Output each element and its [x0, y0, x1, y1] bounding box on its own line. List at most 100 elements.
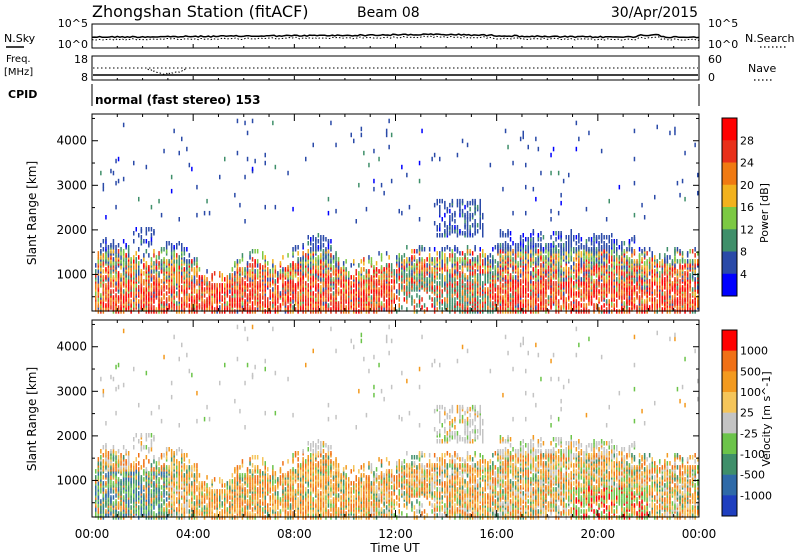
power-cell: [514, 295, 517, 300]
power-cell: [135, 257, 137, 262]
power-cell: [411, 249, 413, 254]
power-cell: [380, 253, 383, 258]
power-cell: [517, 243, 519, 248]
power-cell: [170, 188, 173, 194]
power-cell: [120, 301, 122, 306]
power-cell: [469, 212, 471, 218]
power-cell: [595, 273, 598, 278]
power-cell: [451, 225, 454, 230]
power-cell: [158, 261, 160, 266]
power-cell: [239, 279, 241, 284]
power-cell: [186, 263, 188, 268]
power-cell: [325, 297, 327, 302]
power-cell: [466, 249, 469, 254]
power-cell: [557, 307, 560, 312]
power-cell: [428, 279, 431, 284]
power-cell: [95, 273, 97, 278]
power-cell: [388, 307, 390, 312]
power-cell: [188, 253, 191, 258]
power-cell: [360, 297, 363, 302]
power-cell: [115, 287, 117, 292]
power-cell: [494, 293, 497, 298]
power-cell: [138, 269, 140, 274]
power-cell: [595, 295, 598, 300]
power-cell: [355, 285, 357, 290]
power-cell: [322, 269, 325, 274]
power-cell: [196, 257, 198, 262]
power-cell: [163, 287, 165, 292]
power-cell: [466, 233, 469, 238]
power-cell: [560, 251, 562, 256]
power-cell: [178, 273, 180, 278]
power-cell: [444, 257, 446, 262]
power-cell: [641, 257, 643, 262]
power-cell: [565, 251, 567, 256]
power-cell: [388, 255, 390, 260]
power-cell: [193, 267, 196, 272]
power-cell: [479, 303, 481, 308]
power-cell: [525, 210, 527, 216]
power-cell: [165, 259, 168, 264]
power-cell: [613, 243, 615, 248]
power-cell: [122, 261, 125, 266]
power-cell: [522, 233, 524, 238]
power-cell: [178, 150, 180, 156]
power-cell: [282, 267, 284, 272]
power-cell: [636, 259, 638, 264]
power-cell: [441, 247, 443, 252]
power-cell: [482, 301, 484, 306]
power-cell: [494, 271, 497, 276]
power-cell: [176, 259, 178, 264]
power-cell: [332, 297, 335, 302]
power-cell: [641, 299, 643, 304]
power-cell: [330, 307, 332, 312]
power-cell: [421, 263, 423, 268]
power-cell: [643, 285, 646, 290]
power-cell: [158, 271, 160, 276]
power-cell: [378, 287, 380, 292]
power-cell: [150, 257, 153, 262]
power-cell: [310, 285, 312, 290]
power-cell: [130, 273, 132, 278]
power-cell: [514, 285, 517, 290]
power-cell: [234, 293, 236, 298]
power-cell: [613, 239, 615, 244]
power-cell: [618, 269, 621, 274]
power-cell: [274, 164, 277, 170]
power-cell: [375, 279, 378, 284]
power-cell: [583, 245, 585, 250]
power-cell: [482, 269, 484, 274]
power-cell: [188, 293, 191, 298]
power-cell: [527, 263, 529, 268]
power-cell: [444, 253, 446, 258]
power-cell: [555, 265, 557, 270]
power-cell: [315, 247, 317, 252]
power-cell: [208, 281, 211, 286]
power-cell: [307, 235, 309, 240]
power-cell: [451, 217, 454, 222]
power-cell: [294, 283, 297, 288]
power-cell: [231, 267, 234, 272]
power-cell: [575, 241, 578, 246]
power-cell: [499, 229, 502, 234]
power-cell: [479, 257, 481, 262]
power-cell: [342, 283, 345, 288]
power-cell: [267, 277, 269, 282]
power-cell: [471, 198, 474, 204]
power-cell: [611, 289, 613, 294]
power-cell: [550, 243, 552, 248]
power-cell: [97, 255, 100, 260]
power-cell: [196, 267, 198, 272]
power-cell: [393, 279, 395, 284]
power-cell: [616, 239, 618, 244]
power-cell: [138, 247, 140, 252]
power-cell: [148, 305, 150, 310]
power-cell: [611, 243, 613, 248]
power-cell: [239, 267, 241, 272]
power-cell: [454, 297, 456, 302]
power-cell: [583, 263, 585, 268]
power-cell: [512, 257, 514, 262]
power-cell: [224, 156, 226, 162]
power-cell: [426, 263, 428, 268]
power-cell: [360, 267, 363, 272]
